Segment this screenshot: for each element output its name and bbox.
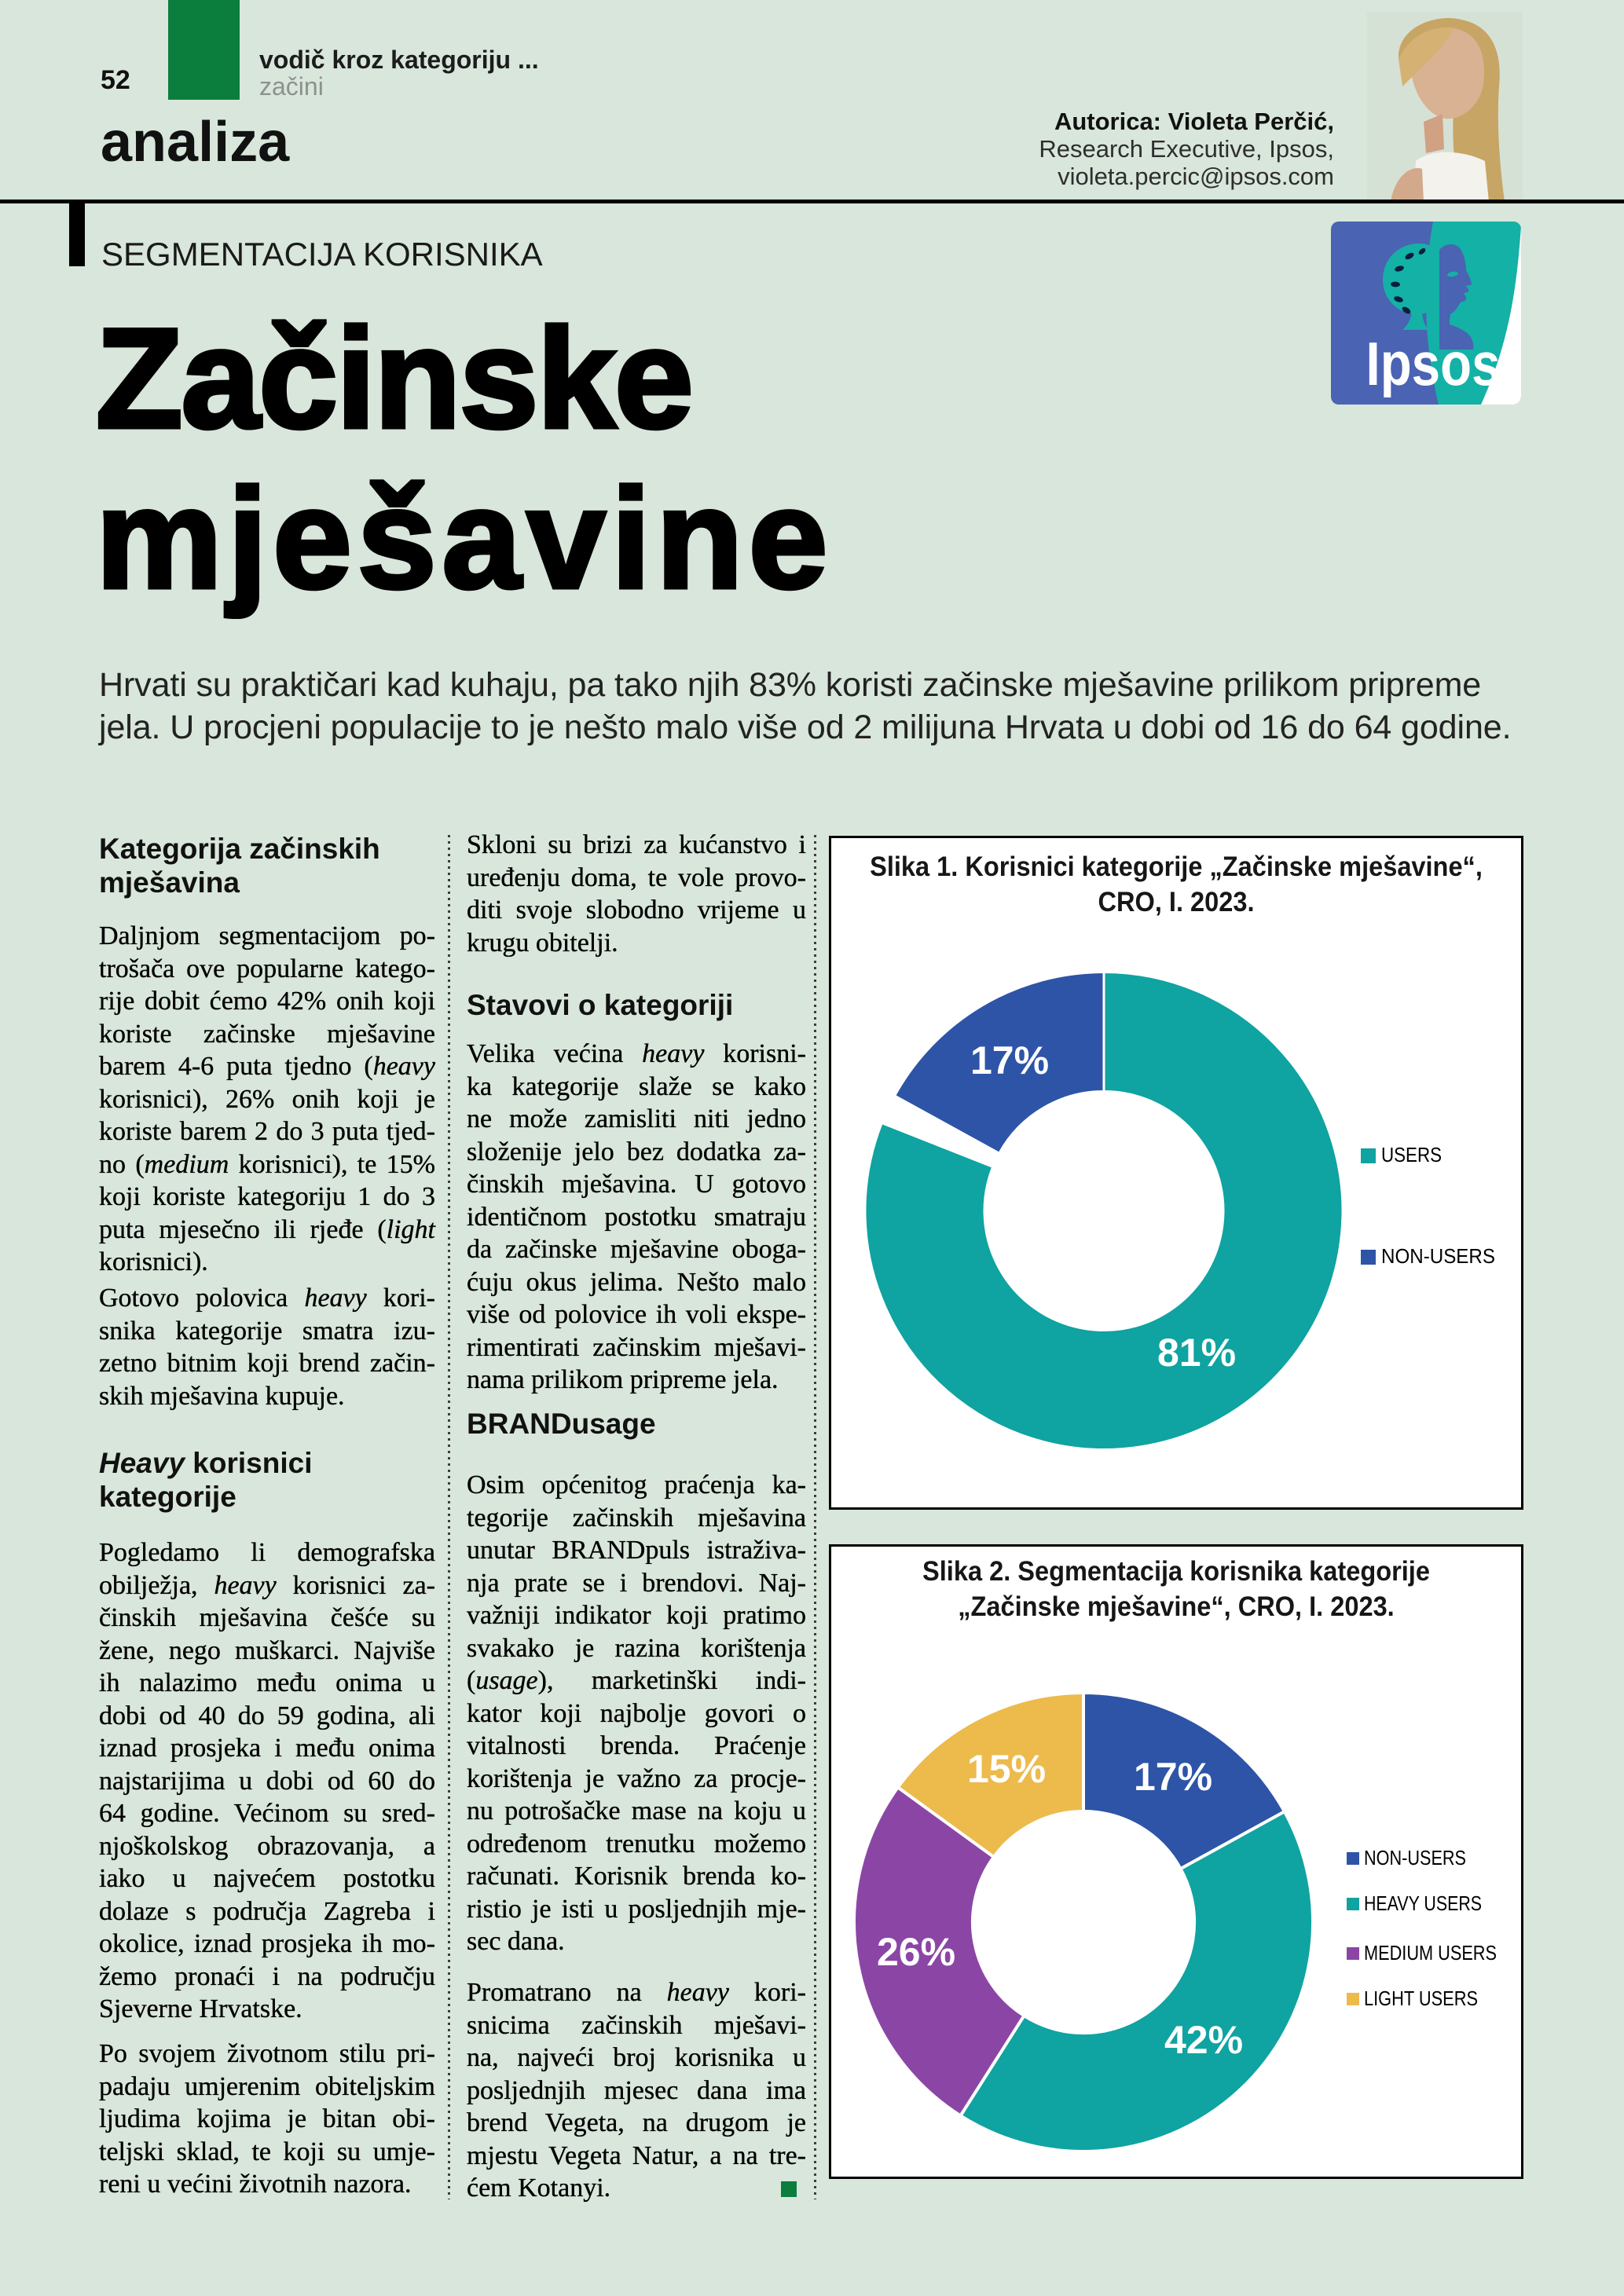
svg-text:15%: 15% <box>967 1747 1046 1791</box>
svg-text:NON-USERS: NON-USERS <box>1381 1244 1495 1268</box>
svg-text:17%: 17% <box>1134 1755 1212 1799</box>
svg-text:Ipsos: Ipsos <box>1366 329 1501 398</box>
svg-text:NON-USERS: NON-USERS <box>1364 1846 1466 1869</box>
svg-text:26%: 26% <box>877 1930 955 1974</box>
svg-text:17%: 17% <box>970 1038 1049 1082</box>
svg-text:USERS: USERS <box>1381 1143 1442 1166</box>
svg-text:81%: 81% <box>1157 1331 1236 1375</box>
svg-text:LIGHT USERS: LIGHT USERS <box>1364 1987 1478 2010</box>
svg-text:MEDIUM USERS: MEDIUM USERS <box>1364 1941 1497 1965</box>
svg-text:42%: 42% <box>1164 2018 1243 2062</box>
svg-text:HEAVY USERS: HEAVY USERS <box>1364 1891 1482 1915</box>
